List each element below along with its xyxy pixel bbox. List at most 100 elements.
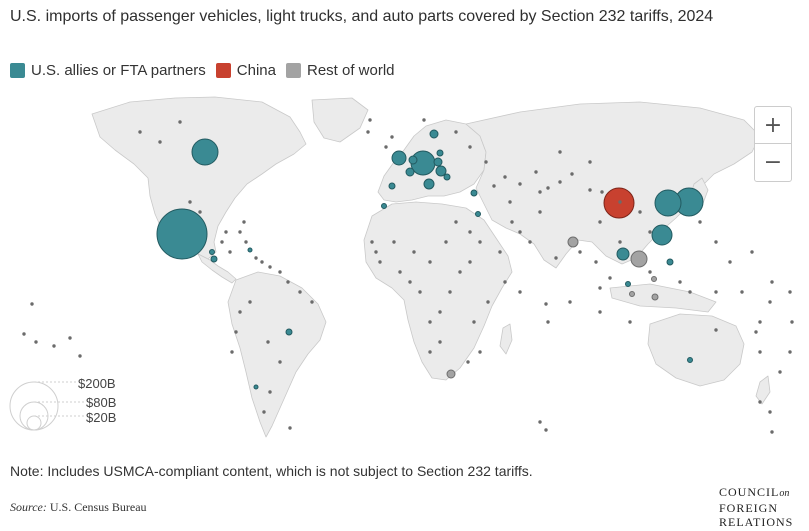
country-dot[interactable]: [778, 370, 782, 374]
country-dot[interactable]: [484, 160, 488, 164]
bubble-taiwan[interactable]: [651, 224, 673, 246]
country-dot[interactable]: [384, 145, 388, 149]
country-dot[interactable]: [278, 270, 282, 274]
bubble-morocco[interactable]: [381, 203, 387, 209]
country-dot[interactable]: [438, 310, 442, 314]
country-dot[interactable]: [538, 210, 542, 214]
country-dot[interactable]: [598, 220, 602, 224]
country-dot[interactable]: [546, 186, 550, 190]
country-dot[interactable]: [758, 320, 762, 324]
bubble-cambodia[interactable]: [651, 276, 657, 282]
country-dot[interactable]: [518, 230, 522, 234]
country-dot[interactable]: [538, 420, 542, 424]
country-dot[interactable]: [366, 130, 370, 134]
country-dot[interactable]: [34, 340, 38, 344]
bubble-turkey[interactable]: [470, 189, 478, 197]
country-dot[interactable]: [678, 280, 682, 284]
country-dot[interactable]: [714, 328, 718, 332]
country-dot[interactable]: [698, 220, 702, 224]
bubble-sweden[interactable]: [429, 129, 439, 139]
country-dot[interactable]: [638, 210, 642, 214]
bubble-costa-rica[interactable]: [210, 255, 218, 263]
country-dot[interactable]: [228, 250, 232, 254]
country-dot[interactable]: [454, 130, 458, 134]
country-dot[interactable]: [510, 220, 514, 224]
country-dot[interactable]: [286, 280, 290, 284]
country-dot[interactable]: [262, 410, 266, 414]
bubble-south-korea[interactable]: [654, 189, 682, 217]
country-dot[interactable]: [390, 135, 394, 139]
zoom-in-button[interactable]: +: [763, 112, 783, 138]
country-dot[interactable]: [478, 350, 482, 354]
country-dot[interactable]: [298, 290, 302, 294]
country-dot[interactable]: [428, 260, 432, 264]
country-dot[interactable]: [492, 184, 496, 188]
country-dot[interactable]: [444, 240, 448, 244]
bubble-hungary[interactable]: [443, 173, 451, 181]
country-dot[interactable]: [486, 300, 490, 304]
bubble-poland[interactable]: [436, 149, 444, 157]
bubble-vietnam[interactable]: [630, 250, 648, 268]
country-dot[interactable]: [230, 350, 234, 354]
country-dot[interactable]: [248, 300, 252, 304]
world-map[interactable]: $200B $80B $20B: [0, 92, 809, 442]
bubble-canada[interactable]: [191, 138, 219, 166]
country-dot[interactable]: [544, 428, 548, 432]
country-dot[interactable]: [52, 344, 56, 348]
country-dot[interactable]: [618, 200, 622, 204]
country-dot[interactable]: [768, 410, 772, 414]
country-dot[interactable]: [750, 250, 754, 254]
bubble-italy[interactable]: [423, 178, 435, 190]
country-dot[interactable]: [688, 290, 692, 294]
bubble-spain[interactable]: [388, 182, 396, 190]
country-dot[interactable]: [422, 118, 426, 122]
country-dot[interactable]: [448, 290, 452, 294]
country-dot[interactable]: [178, 120, 182, 124]
country-dot[interactable]: [412, 250, 416, 254]
bubble-malaysia[interactable]: [629, 291, 635, 297]
country-dot[interactable]: [278, 360, 282, 364]
country-dot[interactable]: [558, 180, 562, 184]
world-map-svg[interactable]: $200B $80B $20B: [0, 92, 809, 442]
country-dot[interactable]: [498, 250, 502, 254]
country-dot[interactable]: [428, 350, 432, 354]
bubble-netherlands[interactable]: [408, 155, 418, 165]
country-dot[interactable]: [254, 256, 258, 260]
bubble-indonesia[interactable]: [651, 293, 659, 301]
country-dot[interactable]: [790, 320, 794, 324]
country-dot[interactable]: [266, 340, 270, 344]
country-dot[interactable]: [466, 360, 470, 364]
zoom-out-button[interactable]: −: [763, 149, 783, 175]
country-dot[interactable]: [528, 240, 532, 244]
bubble-mexico[interactable]: [156, 208, 208, 260]
country-dot[interactable]: [578, 250, 582, 254]
country-dot[interactable]: [268, 265, 272, 269]
country-dot[interactable]: [22, 332, 26, 336]
country-dot[interactable]: [458, 270, 462, 274]
bubble-france[interactable]: [405, 167, 415, 177]
country-dot[interactable]: [370, 240, 374, 244]
bubble-brazil[interactable]: [285, 328, 293, 336]
country-dot[interactable]: [768, 300, 772, 304]
country-dot[interactable]: [568, 300, 572, 304]
bubble-south-africa[interactable]: [446, 369, 456, 379]
country-dot[interactable]: [558, 150, 562, 154]
country-dot[interactable]: [770, 430, 774, 434]
country-dot[interactable]: [544, 302, 548, 306]
country-dot[interactable]: [714, 240, 718, 244]
country-dot[interactable]: [220, 240, 224, 244]
country-dot[interactable]: [728, 260, 732, 264]
country-dot[interactable]: [518, 182, 522, 186]
country-dot[interactable]: [534, 170, 538, 174]
country-dot[interactable]: [392, 240, 396, 244]
country-dot[interactable]: [598, 310, 602, 314]
country-dot[interactable]: [288, 426, 292, 430]
country-dot[interactable]: [438, 340, 442, 344]
country-dot[interactable]: [468, 260, 472, 264]
country-dot[interactable]: [608, 276, 612, 280]
country-dot[interactable]: [238, 230, 242, 234]
country-dot[interactable]: [758, 400, 762, 404]
country-dot[interactable]: [158, 140, 162, 144]
bubble-israel[interactable]: [475, 211, 481, 217]
country-dot[interactable]: [260, 260, 264, 264]
